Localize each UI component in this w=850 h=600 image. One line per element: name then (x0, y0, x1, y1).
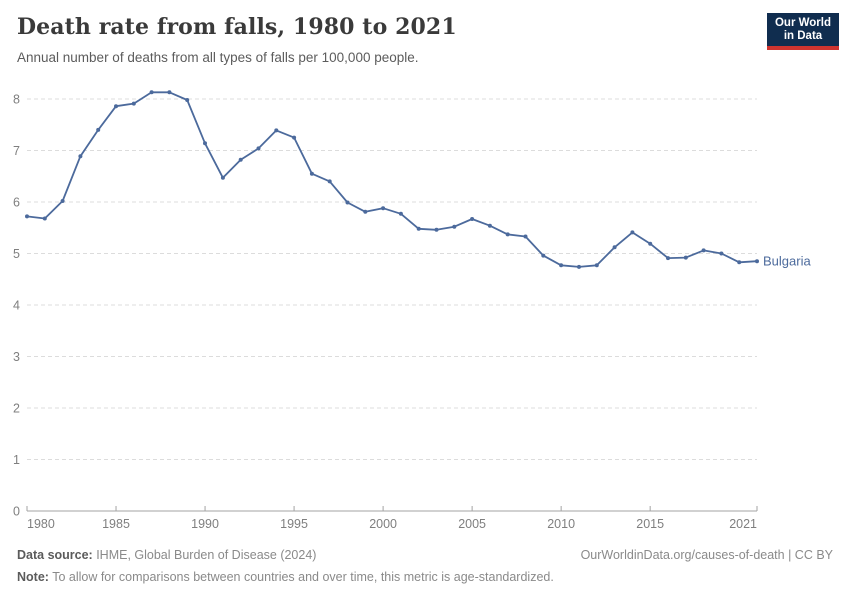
data-point-marker[interactable] (683, 255, 688, 260)
data-point-marker[interactable] (131, 101, 136, 106)
data-point-marker[interactable] (96, 127, 101, 132)
data-point-marker[interactable] (167, 90, 172, 95)
y-axis-tick-label: 2 (13, 402, 20, 416)
data-point-marker[interactable] (381, 206, 386, 211)
data-point-marker[interactable] (487, 223, 492, 228)
x-axis-tick-label: 1980 (27, 517, 55, 531)
data-point-marker[interactable] (719, 251, 724, 256)
data-point-marker[interactable] (60, 199, 65, 203)
data-point-marker[interactable] (238, 157, 243, 162)
x-axis-tick-label: 2005 (458, 517, 486, 531)
data-point-marker[interactable] (612, 245, 617, 250)
data-point-marker[interactable] (398, 211, 403, 216)
data-point-marker[interactable] (25, 214, 29, 219)
data-point-marker[interactable] (523, 234, 528, 239)
data-point-marker[interactable] (220, 175, 225, 180)
owid-logo-line2: in Data (783, 29, 823, 42)
data-point-marker[interactable] (42, 216, 47, 221)
data-point-marker[interactable] (274, 128, 279, 133)
data-point-marker[interactable] (345, 200, 350, 205)
data-point-marker[interactable] (327, 179, 332, 184)
owid-logo-line1: Our World (774, 16, 831, 29)
data-point-marker[interactable] (541, 253, 546, 258)
x-axis-tick-label: 2021 (729, 517, 757, 531)
data-source-label: Data source: (17, 548, 93, 562)
data-point-marker[interactable] (363, 209, 368, 214)
data-point-marker[interactable] (701, 248, 706, 253)
data-point-marker[interactable] (648, 241, 653, 246)
data-point-marker[interactable] (666, 256, 670, 261)
owid-logo-text: Our World in Data (767, 13, 839, 46)
y-axis-tick-label: 5 (13, 247, 20, 261)
data-point-marker[interactable] (594, 263, 599, 268)
chart-header: Death rate from falls, 1980 to 2021 Annu… (17, 14, 757, 66)
y-axis-tick-label: 8 (13, 93, 20, 107)
data-point-marker[interactable] (577, 264, 581, 269)
chart-footer: Data source: IHME, Global Burden of Dise… (17, 547, 833, 585)
data-point-marker[interactable] (434, 227, 439, 232)
data-point-marker[interactable] (78, 154, 83, 159)
owid-logo-red-bar (767, 46, 839, 50)
y-axis-tick-label: 6 (13, 196, 20, 210)
x-axis-tick-label: 2000 (369, 517, 397, 531)
y-axis-tick-label: 0 (13, 505, 20, 519)
owid-logo[interactable]: Our World in Data (767, 13, 839, 50)
data-point-marker[interactable] (470, 217, 475, 221)
data-point-marker[interactable] (630, 230, 635, 235)
page-title: Death rate from falls, 1980 to 2021 (17, 14, 457, 40)
x-axis-tick-label: 2015 (636, 517, 664, 531)
data-point-marker[interactable] (737, 260, 742, 265)
x-axis-tick-label: 1990 (191, 517, 219, 531)
y-axis-tick-label: 4 (13, 299, 20, 313)
series-end-label: Bulgaria (763, 254, 811, 269)
data-point-marker[interactable] (309, 171, 314, 176)
data-point-marker[interactable] (185, 98, 190, 102)
data-point-marker[interactable] (149, 90, 154, 95)
chart-subtitle: Annual number of deaths from all types o… (17, 50, 419, 65)
x-axis-tick-label: 1985 (102, 517, 130, 531)
data-point-marker[interactable] (292, 135, 297, 140)
data-source-text: Data source: IHME, Global Burden of Dise… (17, 548, 317, 562)
x-axis-tick-label: 1995 (280, 517, 308, 531)
license-link[interactable]: OurWorldinData.org/causes-of-death | CC … (580, 548, 833, 562)
data-point-marker[interactable] (452, 224, 457, 229)
data-point-marker[interactable] (416, 226, 421, 231)
data-point-marker[interactable] (755, 259, 759, 264)
y-axis-tick-label: 1 (13, 453, 20, 467)
data-point-marker[interactable] (505, 232, 510, 237)
data-point-marker[interactable] (256, 146, 261, 151)
data-point-marker[interactable] (203, 141, 207, 146)
x-axis-tick-label: 2010 (547, 517, 575, 531)
note-text: Note: To allow for comparisons between c… (17, 570, 554, 584)
series-line-bulgaria[interactable] (26, 91, 758, 268)
data-point-marker[interactable] (114, 104, 118, 109)
y-axis-tick-label: 3 (13, 350, 20, 364)
data-point-marker[interactable] (559, 263, 564, 268)
y-axis-tick-label: 7 (13, 144, 20, 158)
note-label: Note: (17, 570, 49, 584)
